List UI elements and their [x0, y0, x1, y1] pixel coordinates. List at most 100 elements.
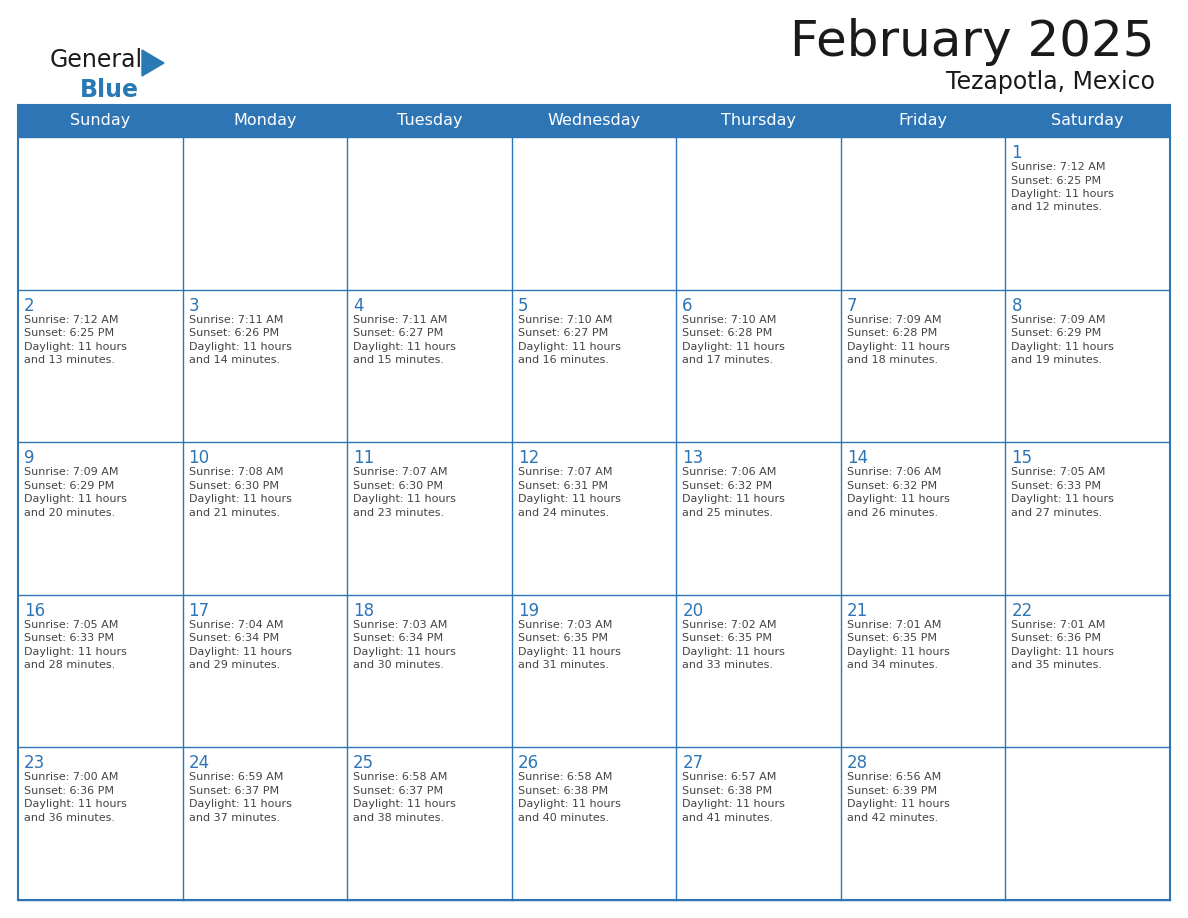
Bar	[18, 105, 1170, 137]
Text: Sunrise: 7:01 AM: Sunrise: 7:01 AM	[1011, 620, 1106, 630]
Text: Sunrise: 7:04 AM: Sunrise: 7:04 AM	[189, 620, 283, 630]
Text: Daylight: 11 hours: Daylight: 11 hours	[518, 800, 620, 810]
Polygon shape	[143, 50, 164, 76]
Text: Daylight: 11 hours: Daylight: 11 hours	[353, 341, 456, 352]
Text: Sunset: 6:25 PM: Sunset: 6:25 PM	[24, 328, 114, 338]
Text: Daylight: 11 hours: Daylight: 11 hours	[24, 647, 127, 656]
Text: 17: 17	[189, 602, 210, 620]
Text: Sunrise: 7:11 AM: Sunrise: 7:11 AM	[189, 315, 283, 325]
Text: Sunrise: 7:08 AM: Sunrise: 7:08 AM	[189, 467, 283, 477]
Text: and 35 minutes.: and 35 minutes.	[1011, 660, 1102, 670]
Text: Daylight: 11 hours: Daylight: 11 hours	[353, 647, 456, 656]
Text: and 26 minutes.: and 26 minutes.	[847, 508, 939, 518]
Text: 14: 14	[847, 449, 868, 467]
Text: 4: 4	[353, 297, 364, 315]
Text: Sunset: 6:32 PM: Sunset: 6:32 PM	[847, 481, 937, 491]
Text: and 27 minutes.: and 27 minutes.	[1011, 508, 1102, 518]
Text: and 34 minutes.: and 34 minutes.	[847, 660, 939, 670]
Text: Sunrise: 6:58 AM: Sunrise: 6:58 AM	[353, 772, 448, 782]
Text: Saturday: Saturday	[1051, 114, 1124, 129]
Text: Sunset: 6:29 PM: Sunset: 6:29 PM	[24, 481, 114, 491]
Text: 25: 25	[353, 755, 374, 772]
Text: Daylight: 11 hours: Daylight: 11 hours	[1011, 494, 1114, 504]
Text: 12: 12	[518, 449, 539, 467]
Text: Sunrise: 7:00 AM: Sunrise: 7:00 AM	[24, 772, 119, 782]
Text: Daylight: 11 hours: Daylight: 11 hours	[682, 341, 785, 352]
Text: 24: 24	[189, 755, 210, 772]
Text: and 20 minutes.: and 20 minutes.	[24, 508, 115, 518]
Text: Sunrise: 6:58 AM: Sunrise: 6:58 AM	[518, 772, 612, 782]
Text: Daylight: 11 hours: Daylight: 11 hours	[847, 494, 949, 504]
Text: and 29 minutes.: and 29 minutes.	[189, 660, 280, 670]
Text: Sunrise: 6:56 AM: Sunrise: 6:56 AM	[847, 772, 941, 782]
Text: 6: 6	[682, 297, 693, 315]
Text: 16: 16	[24, 602, 45, 620]
Text: Daylight: 11 hours: Daylight: 11 hours	[24, 341, 127, 352]
Text: Friday: Friday	[898, 114, 948, 129]
Text: Sunrise: 7:09 AM: Sunrise: 7:09 AM	[24, 467, 119, 477]
Text: Wednesday: Wednesday	[548, 114, 640, 129]
Text: Sunset: 6:29 PM: Sunset: 6:29 PM	[1011, 328, 1101, 338]
Text: Daylight: 11 hours: Daylight: 11 hours	[847, 800, 949, 810]
Text: 11: 11	[353, 449, 374, 467]
Text: Sunrise: 7:05 AM: Sunrise: 7:05 AM	[1011, 467, 1106, 477]
Text: Daylight: 11 hours: Daylight: 11 hours	[1011, 647, 1114, 656]
Text: Daylight: 11 hours: Daylight: 11 hours	[189, 647, 291, 656]
Text: 8: 8	[1011, 297, 1022, 315]
Text: Tuesday: Tuesday	[397, 114, 462, 129]
Text: Daylight: 11 hours: Daylight: 11 hours	[847, 341, 949, 352]
Text: 15: 15	[1011, 449, 1032, 467]
Text: Sunrise: 6:57 AM: Sunrise: 6:57 AM	[682, 772, 777, 782]
Text: Sunset: 6:30 PM: Sunset: 6:30 PM	[353, 481, 443, 491]
Text: Thursday: Thursday	[721, 114, 796, 129]
Text: 5: 5	[518, 297, 529, 315]
Text: Sunset: 6:33 PM: Sunset: 6:33 PM	[1011, 481, 1101, 491]
Text: 3: 3	[189, 297, 200, 315]
Text: Sunset: 6:35 PM: Sunset: 6:35 PM	[518, 633, 608, 644]
Text: General: General	[50, 48, 143, 72]
Text: Sunrise: 6:59 AM: Sunrise: 6:59 AM	[189, 772, 283, 782]
Text: Monday: Monday	[233, 114, 297, 129]
Text: and 23 minutes.: and 23 minutes.	[353, 508, 444, 518]
Text: Daylight: 11 hours: Daylight: 11 hours	[1011, 189, 1114, 199]
Text: Sunset: 6:38 PM: Sunset: 6:38 PM	[682, 786, 772, 796]
Text: Sunset: 6:35 PM: Sunset: 6:35 PM	[847, 633, 937, 644]
Text: and 18 minutes.: and 18 minutes.	[847, 355, 939, 365]
Text: Sunset: 6:36 PM: Sunset: 6:36 PM	[24, 786, 114, 796]
Text: and 40 minutes.: and 40 minutes.	[518, 813, 608, 823]
Text: Sunset: 6:31 PM: Sunset: 6:31 PM	[518, 481, 608, 491]
Text: and 30 minutes.: and 30 minutes.	[353, 660, 444, 670]
Text: Sunrise: 7:02 AM: Sunrise: 7:02 AM	[682, 620, 777, 630]
Text: and 33 minutes.: and 33 minutes.	[682, 660, 773, 670]
Text: Daylight: 11 hours: Daylight: 11 hours	[353, 494, 456, 504]
Text: and 16 minutes.: and 16 minutes.	[518, 355, 608, 365]
Text: Daylight: 11 hours: Daylight: 11 hours	[24, 800, 127, 810]
Text: Daylight: 11 hours: Daylight: 11 hours	[682, 494, 785, 504]
Text: and 42 minutes.: and 42 minutes.	[847, 813, 939, 823]
Text: Sunset: 6:26 PM: Sunset: 6:26 PM	[189, 328, 279, 338]
Text: and 15 minutes.: and 15 minutes.	[353, 355, 444, 365]
Text: Blue: Blue	[80, 78, 139, 102]
Text: Daylight: 11 hours: Daylight: 11 hours	[518, 494, 620, 504]
Text: Sunrise: 7:09 AM: Sunrise: 7:09 AM	[847, 315, 941, 325]
Text: Daylight: 11 hours: Daylight: 11 hours	[682, 800, 785, 810]
Text: 26: 26	[518, 755, 539, 772]
Text: and 36 minutes.: and 36 minutes.	[24, 813, 115, 823]
Text: Sunset: 6:33 PM: Sunset: 6:33 PM	[24, 633, 114, 644]
Text: and 14 minutes.: and 14 minutes.	[189, 355, 279, 365]
Text: Sunrise: 7:03 AM: Sunrise: 7:03 AM	[353, 620, 448, 630]
Text: Sunset: 6:35 PM: Sunset: 6:35 PM	[682, 633, 772, 644]
Text: 13: 13	[682, 449, 703, 467]
Text: Sunset: 6:27 PM: Sunset: 6:27 PM	[518, 328, 608, 338]
Text: Daylight: 11 hours: Daylight: 11 hours	[189, 494, 291, 504]
Text: Sunrise: 7:12 AM: Sunrise: 7:12 AM	[1011, 162, 1106, 172]
Text: Sunset: 6:34 PM: Sunset: 6:34 PM	[189, 633, 279, 644]
Text: 7: 7	[847, 297, 858, 315]
Text: Sunset: 6:37 PM: Sunset: 6:37 PM	[353, 786, 443, 796]
Text: 1: 1	[1011, 144, 1022, 162]
Text: Sunset: 6:28 PM: Sunset: 6:28 PM	[682, 328, 772, 338]
Text: Daylight: 11 hours: Daylight: 11 hours	[1011, 341, 1114, 352]
Text: 20: 20	[682, 602, 703, 620]
Text: Sunrise: 7:09 AM: Sunrise: 7:09 AM	[1011, 315, 1106, 325]
Text: 19: 19	[518, 602, 539, 620]
